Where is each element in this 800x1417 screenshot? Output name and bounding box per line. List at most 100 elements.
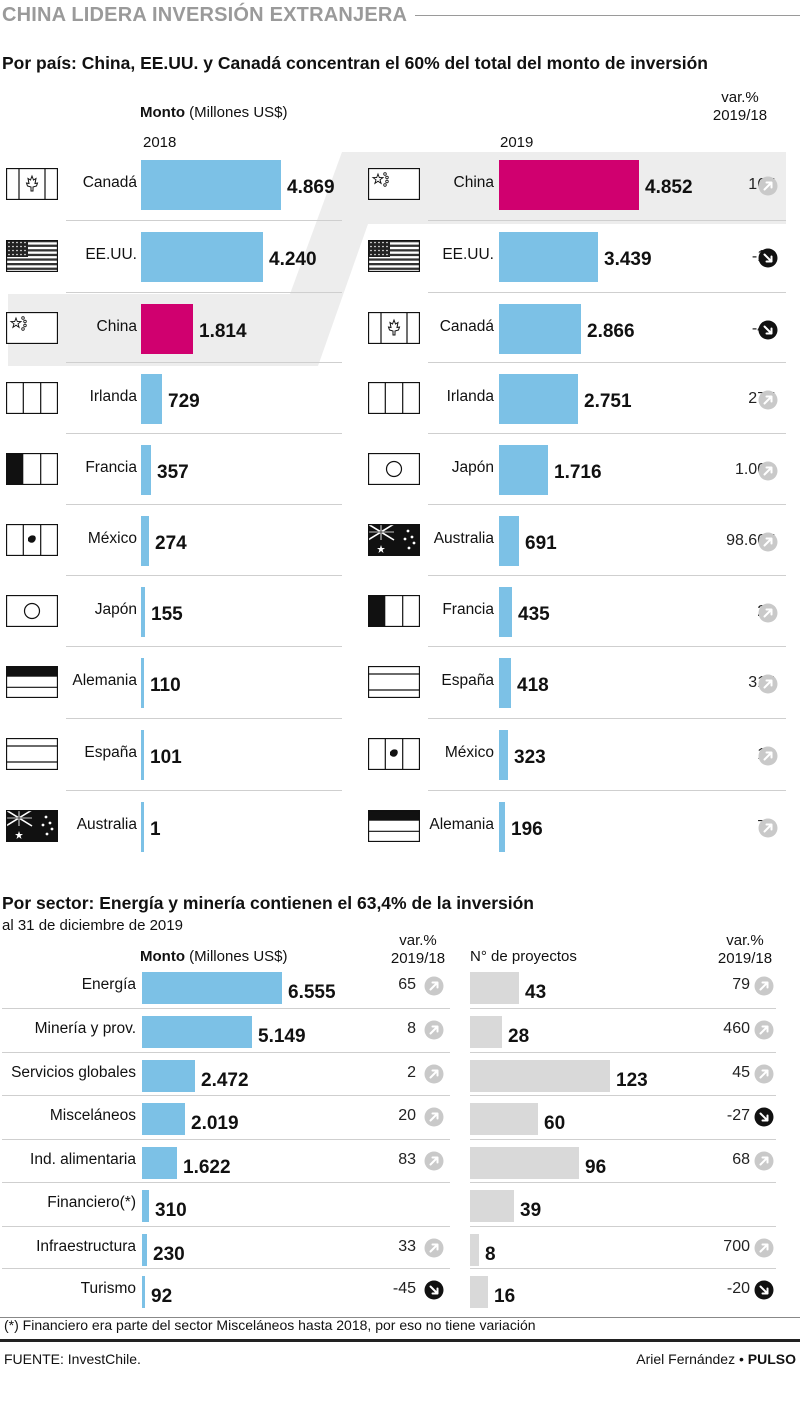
arrow-up-icon [754, 1238, 774, 1258]
sector-label: Energía [81, 976, 136, 993]
country-var-label-2: 2019/18 [712, 107, 768, 124]
flag-china-icon [6, 312, 58, 344]
country-label: Australia [433, 530, 494, 547]
data-label: 155 [151, 604, 183, 625]
sector-var-label-2: 2019/18 [390, 950, 446, 967]
sector-row-divider [2, 1226, 450, 1227]
flag-canada-icon [368, 312, 420, 344]
sector-monto-label: Monto [140, 948, 185, 965]
arrow-up-icon [754, 1020, 774, 1040]
country-label: Alemania [429, 816, 494, 833]
arrow-up-icon [758, 746, 778, 766]
arrow-up-icon [758, 390, 778, 410]
credit: Ariel Fernández • PULSO [636, 1351, 796, 1367]
bar [142, 1234, 147, 1266]
sector-label: Infraestructura [36, 1238, 136, 1255]
data-label: 60 [544, 1113, 566, 1134]
country-label: México [444, 744, 494, 761]
sector-subtitle: Por sector: Energía y minería contienen … [2, 893, 534, 913]
flag-spain-icon [6, 738, 58, 770]
flag-japan-icon [6, 595, 58, 627]
sector-label: Turismo [80, 1280, 136, 1297]
data-label: 28 [508, 1026, 530, 1047]
sector-monto-unit: (Millones US$) [189, 948, 288, 965]
flag-mexico-icon [368, 738, 420, 770]
sector-row-divider [2, 1139, 450, 1140]
country-var-label-1: var.% [721, 89, 759, 106]
sector-row-divider [2, 1268, 450, 1269]
arrow-up-icon [758, 818, 778, 838]
data-label: 230 [153, 1244, 185, 1265]
sector-row-divider [2, 1052, 450, 1053]
variation-value: 79 [732, 976, 750, 993]
country-monto-unit: (Millones US$) [189, 104, 288, 121]
arrow-up-icon [424, 1020, 444, 1040]
flag-ireland-icon [6, 382, 58, 414]
projects-header: N° de proyectos [470, 948, 577, 965]
footnote: (*) Financiero era parte del sector Misc… [4, 1317, 536, 1333]
flag-spain-icon [368, 666, 420, 698]
title-rule [415, 15, 800, 16]
projects-var-header: var.% 2019/18 [705, 932, 785, 968]
data-label: 435 [518, 604, 550, 625]
sector-label: Ind. alimentaria [30, 1151, 136, 1168]
arrow-up-icon [754, 976, 774, 996]
country-label: Canadá [82, 174, 137, 191]
arrow-down-icon [424, 1280, 444, 1300]
sector-row-divider [470, 1268, 776, 1269]
data-label: 101 [150, 747, 182, 768]
flag-germany-icon [368, 810, 420, 842]
country-monto-label: Monto [140, 104, 185, 121]
bar [141, 232, 263, 282]
arrow-up-icon [758, 532, 778, 552]
bar [499, 304, 581, 354]
country-label: EE.UU. [442, 246, 494, 263]
bar [142, 972, 282, 1004]
country-row-divider [66, 433, 342, 434]
country-label: Irlanda [89, 388, 137, 405]
country-monto-header: Monto (Millones US$) [140, 104, 288, 121]
flag-usa-icon [6, 240, 58, 272]
arrow-up-icon [758, 176, 778, 196]
sector-row-divider [470, 1226, 776, 1227]
country-row-divider [66, 362, 342, 363]
variation-value: -45 [392, 1280, 416, 1297]
arrow-up-icon [758, 674, 778, 694]
arrow-down-icon [758, 248, 778, 268]
bar [470, 972, 519, 1004]
data-label: 2.751 [584, 391, 632, 412]
bar [499, 516, 519, 566]
data-label: 1.814 [199, 321, 247, 342]
data-label: 418 [517, 675, 549, 696]
sector-var-header: var.% 2019/18 [378, 932, 458, 968]
data-label: 6.555 [288, 982, 336, 1003]
country-label: Francia [85, 459, 137, 476]
source-note: FUENTE: InvestChile. [4, 1351, 141, 1367]
bar [499, 658, 511, 708]
country-row-divider [428, 718, 786, 719]
data-label: 1 [150, 819, 161, 840]
data-label: 691 [525, 533, 557, 554]
country-var-header: var.% 2019/18 [700, 89, 780, 125]
data-label: 729 [168, 391, 200, 412]
bar [470, 1190, 514, 1222]
bar [499, 160, 639, 210]
variation-value: 83 [398, 1151, 416, 1168]
data-label: 1.622 [183, 1157, 231, 1178]
bar [141, 516, 149, 566]
data-label: 4.852 [645, 177, 693, 198]
projects-var-label-1: var.% [726, 932, 764, 949]
country-label: Australia [76, 816, 137, 833]
variation-value: -20 [726, 1280, 750, 1297]
sector-label: Misceláneos [49, 1107, 136, 1124]
sector-var-label-1: var.% [399, 932, 437, 949]
data-label: 4.240 [269, 249, 317, 270]
bar [142, 1276, 145, 1308]
arrow-down-icon [758, 320, 778, 340]
sector-label: Servicios globales [11, 1064, 136, 1081]
flag-france-icon [368, 595, 420, 627]
bar [141, 587, 145, 637]
bar [499, 587, 512, 637]
arrow-up-icon [424, 1151, 444, 1171]
